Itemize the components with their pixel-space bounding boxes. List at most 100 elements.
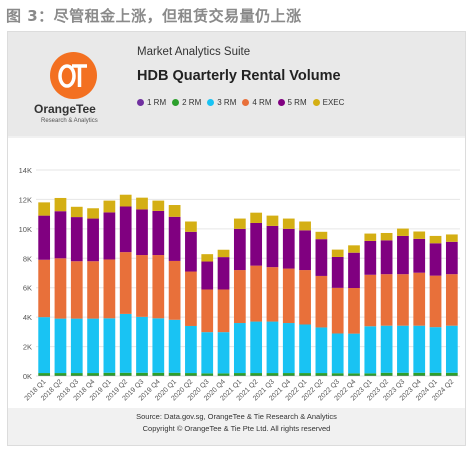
bar-segment[interactable] [217,332,230,374]
bar-segment[interactable] [168,372,181,376]
bar-segment[interactable] [299,221,311,231]
bar-segment[interactable] [54,373,67,376]
bar-segment[interactable] [397,235,409,275]
bar-segment[interactable] [380,372,393,376]
bar-segment[interactable] [380,325,393,373]
bar-segment[interactable] [201,254,214,262]
bar-segment[interactable] [250,222,263,266]
bar-segment[interactable] [445,325,458,373]
bar-segment[interactable] [185,373,197,376]
bar-segment[interactable] [364,240,377,275]
bar-segment[interactable] [331,249,344,257]
bar-segment[interactable] [348,333,360,374]
bar-segment[interactable] [217,249,230,258]
bar-segment[interactable] [185,325,197,374]
bar-segment[interactable] [54,211,67,259]
bar-segment[interactable] [380,232,393,241]
bar-segment[interactable] [217,373,230,376]
bar-segment[interactable] [250,373,263,376]
legend-item[interactable]: 1 RM [137,98,166,107]
bar-segment[interactable] [299,270,311,325]
bar-segment[interactable] [413,372,426,376]
bar-segment[interactable] [315,327,328,374]
bar-segment[interactable] [136,197,148,210]
bar-segment[interactable] [413,238,426,273]
bar-segment[interactable] [103,212,116,260]
bar-segment[interactable] [331,287,344,334]
bar-segment[interactable] [152,210,165,256]
bar-segment[interactable] [217,257,230,290]
bar-segment[interactable] [397,274,409,326]
bar-segment[interactable] [168,319,181,373]
bar-segment[interactable] [266,321,279,374]
bar-segment[interactable] [348,373,360,376]
bar-segment[interactable] [413,231,426,239]
bar-segment[interactable] [250,265,263,322]
bar-segment[interactable] [445,372,458,376]
bar-segment[interactable] [380,274,393,326]
bar-segment[interactable] [136,209,148,256]
bar-segment[interactable] [413,325,426,373]
bar-segment[interactable] [429,243,442,276]
bar-segment[interactable] [168,216,181,261]
bar-segment[interactable] [250,212,263,223]
bar-segment[interactable] [54,197,67,212]
bar-segment[interactable] [70,206,83,218]
legend-item[interactable]: EXEC [312,98,344,107]
bar-segment[interactable] [233,323,246,374]
bar-segment[interactable] [315,275,328,328]
bar-segment[interactable] [331,333,344,374]
bar-segment[interactable] [119,194,132,207]
bar-segment[interactable] [87,318,99,374]
bar-segment[interactable] [119,252,132,314]
bar-segment[interactable] [266,373,279,376]
bar-segment[interactable] [70,373,83,376]
bar-segment[interactable] [315,231,328,240]
bar-segment[interactable] [38,373,51,376]
legend-item[interactable]: 4 RM [242,98,272,107]
bar-segment[interactable] [266,267,279,322]
bar-segment[interactable] [70,261,83,319]
bar-segment[interactable] [445,234,458,242]
bar-segment[interactable] [445,274,458,326]
bar-segment[interactable] [152,200,165,211]
bar-segment[interactable] [54,258,67,319]
bar-segment[interactable] [250,321,263,374]
bar-segment[interactable] [38,259,51,318]
bar-segment[interactable] [152,372,165,376]
bar-segment[interactable] [315,239,328,276]
bar-segment[interactable] [266,225,279,268]
bar-segment[interactable] [185,221,197,232]
bar-segment[interactable] [299,230,311,271]
bar-segment[interactable] [282,323,295,374]
bar-segment[interactable] [87,208,99,219]
bar-segment[interactable] [201,332,214,374]
legend-item[interactable]: 5 RM [277,98,307,107]
bar-segment[interactable] [364,373,377,376]
bar-segment[interactable] [397,325,409,373]
bar-segment[interactable] [315,373,328,376]
bar-segment[interactable] [136,316,148,373]
bar-segment[interactable] [282,373,295,376]
bar-segment[interactable] [38,202,51,216]
bar-segment[interactable] [168,205,181,217]
bar-segment[interactable] [185,231,197,272]
bar-segment[interactable] [233,373,246,376]
bar-segment[interactable] [397,228,409,236]
bar-segment[interactable] [429,235,442,244]
bar-segment[interactable] [103,200,116,213]
bar-segment[interactable] [233,228,246,271]
bar-segment[interactable] [201,261,214,290]
bar-segment[interactable] [233,218,246,229]
bar-segment[interactable] [348,245,360,253]
legend-item[interactable]: 3 RM [207,98,236,107]
bar-segment[interactable] [103,259,116,319]
bar-segment[interactable] [201,289,214,333]
bar-segment[interactable] [38,215,51,260]
bar-segment[interactable] [152,318,165,373]
bar-segment[interactable] [233,270,246,324]
bar-segment[interactable] [54,318,67,374]
bar-segment[interactable] [331,373,344,376]
bar-segment[interactable] [348,252,360,289]
bar-segment[interactable] [201,373,214,376]
